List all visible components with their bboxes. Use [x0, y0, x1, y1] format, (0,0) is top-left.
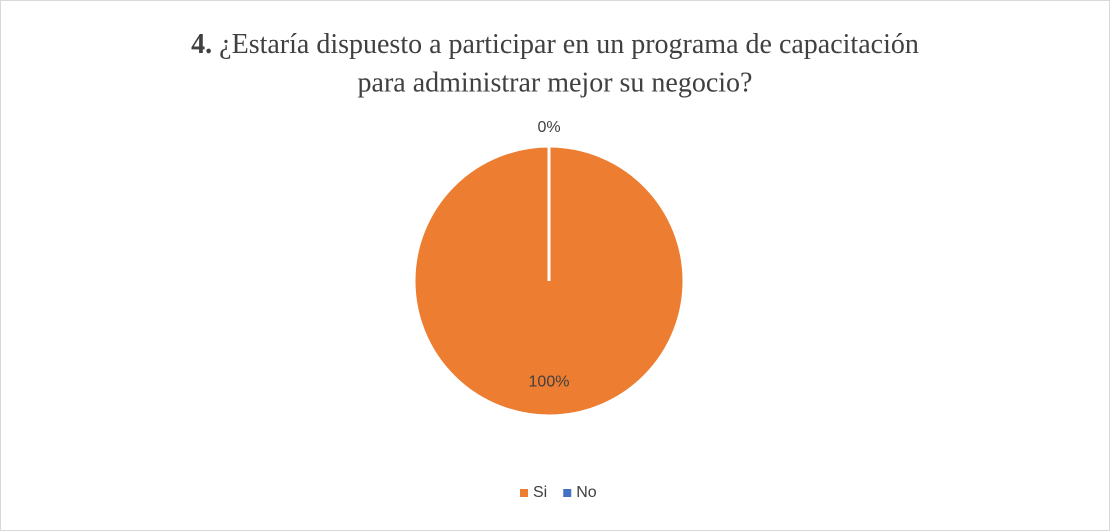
title-line: para administrar mejor su negocio?	[358, 67, 753, 98]
legend-swatch	[520, 489, 528, 497]
data-label: 100%	[529, 373, 570, 390]
legend-label: Si	[533, 484, 547, 501]
data-label: 0%	[537, 119, 560, 136]
legend-swatch	[563, 489, 572, 497]
title-line	[212, 29, 219, 60]
title-number: 4.	[191, 29, 212, 60]
legend-label: No	[576, 484, 597, 501]
chart-title: 4. ¿Estaría dispuesto a participar en un…	[191, 29, 919, 60]
title-line: ¿Estaría dispuesto a participar en un pr…	[219, 29, 919, 60]
